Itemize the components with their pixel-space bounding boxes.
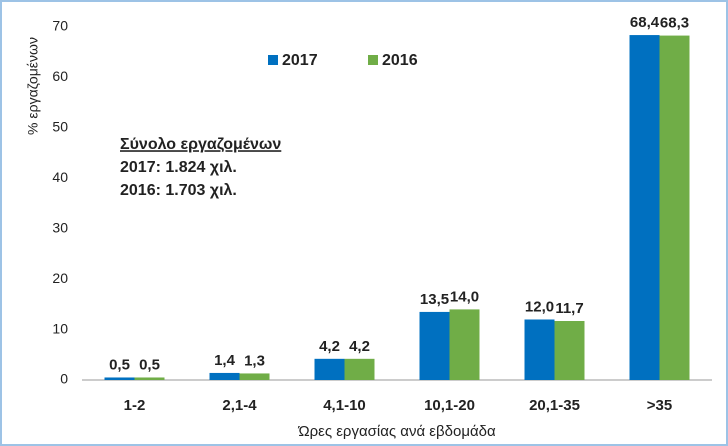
legend-label: 2017 xyxy=(282,52,318,69)
annotation: 2016: 1.703 χιλ. xyxy=(120,182,237,199)
y-tick-label: 10 xyxy=(52,320,68,336)
value-label: 12,0 xyxy=(525,298,554,315)
bar xyxy=(629,35,660,380)
bar xyxy=(524,319,555,380)
value-label: 0,5 xyxy=(109,356,130,373)
value-label: 1,4 xyxy=(214,352,236,369)
value-label: 68,4 xyxy=(630,14,660,31)
y-tick-label: 20 xyxy=(52,270,68,286)
value-label: 1,3 xyxy=(244,352,265,369)
y-tick-label: 0 xyxy=(60,371,68,387)
annotation: 2017: 1.824 χιλ. xyxy=(120,159,237,176)
annotation: Σύνολο εργαζομένων xyxy=(120,136,281,153)
bar xyxy=(344,358,375,380)
bar xyxy=(239,373,270,380)
value-label: 4,2 xyxy=(349,338,370,355)
value-label: 0,5 xyxy=(139,356,160,373)
value-label: 14,0 xyxy=(450,288,479,305)
x-tick-label: 2,1-4 xyxy=(222,397,257,414)
y-tick-label: 40 xyxy=(52,169,68,185)
x-tick-label: 1-2 xyxy=(124,397,146,414)
value-label: 4,2 xyxy=(319,338,340,355)
y-axis-label: % εργαζομένων xyxy=(25,37,41,135)
legend-label: 2016 xyxy=(382,52,418,69)
bar xyxy=(209,372,240,380)
x-tick-label: 20,1-35 xyxy=(529,397,580,414)
bar xyxy=(104,377,135,380)
bar xyxy=(419,311,450,380)
y-tick-label: 70 xyxy=(52,18,68,34)
y-tick-label: 50 xyxy=(52,119,68,135)
legend-swatch xyxy=(368,55,378,65)
x-tick-label: >35 xyxy=(647,397,672,414)
x-tick-label: 10,1-20 xyxy=(424,397,475,414)
bar xyxy=(449,309,480,380)
x-axis-label: Ώρες εργασίας ανά εβδομάδα xyxy=(297,423,496,440)
bar xyxy=(554,320,585,380)
bar xyxy=(659,35,690,381)
x-tick-label: 4,1-10 xyxy=(323,397,366,414)
value-label: 11,7 xyxy=(555,300,583,317)
y-tick-label: 60 xyxy=(52,68,68,84)
legend-swatch xyxy=(268,55,278,65)
value-label: 13,5 xyxy=(420,291,449,308)
value-label: 68,3 xyxy=(660,15,689,32)
bar xyxy=(134,377,165,380)
bar xyxy=(314,358,345,380)
y-tick-label: 30 xyxy=(52,219,68,235)
